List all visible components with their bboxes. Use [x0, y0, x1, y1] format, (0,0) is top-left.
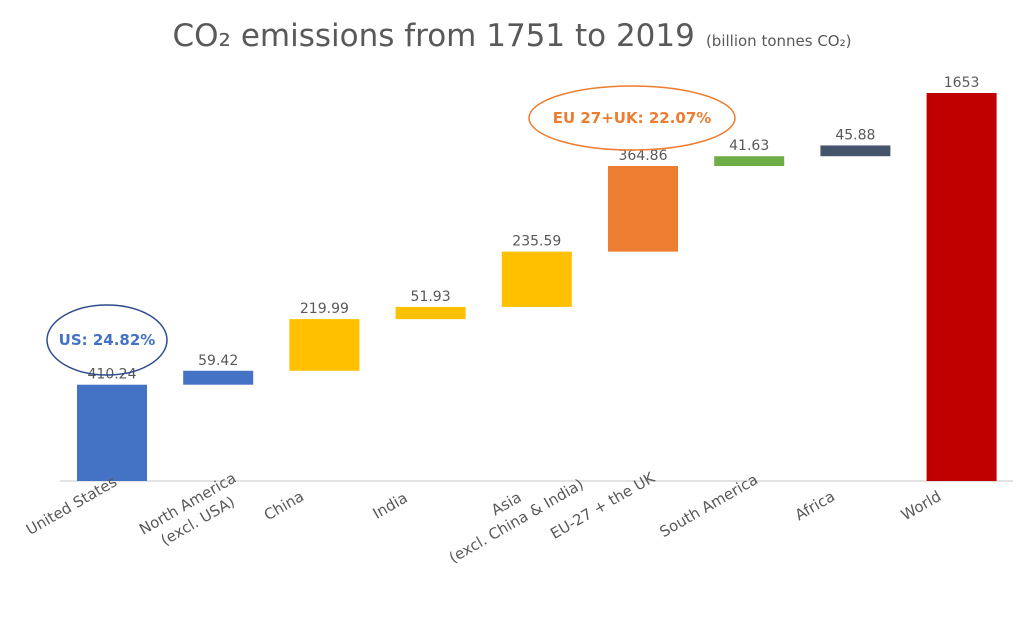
bar: [926, 93, 997, 481]
data-label: 45.88: [835, 127, 875, 143]
category-label: United States: [23, 472, 120, 538]
bar: [289, 319, 360, 371]
data-label: 235.59: [512, 234, 561, 250]
annotation-ellipse: [46, 304, 168, 376]
category-label-line: United States: [23, 472, 120, 538]
category-label: China: [261, 487, 307, 524]
annotation-text: EU 27+UK: 22.07%: [553, 109, 712, 127]
data-label: 59.42: [198, 353, 238, 369]
bar: [183, 370, 254, 385]
annotation-ellipse: [528, 85, 736, 151]
bar: [820, 145, 891, 157]
data-label: 1653: [944, 75, 980, 91]
bar: [77, 384, 147, 481]
category-label-line: China: [261, 487, 307, 524]
bar: [395, 306, 466, 320]
data-label: 41.63: [729, 138, 769, 154]
category-label: North America(excl. USA): [136, 469, 249, 556]
category-label-line: EU-27 + the UK: [547, 468, 659, 543]
category-label: World: [898, 487, 944, 524]
bar: [714, 156, 785, 166]
category-label: EU-27 + the UK: [547, 468, 659, 543]
data-label: 364.86: [619, 148, 668, 164]
category-label-line: India: [370, 489, 411, 523]
bar: [501, 251, 572, 307]
category-label-line: Africa: [792, 487, 838, 524]
category-label: India: [370, 489, 411, 523]
chart-title: CO₂ emissions from 1751 to 2019 (billion…: [173, 18, 852, 54]
category-label: Africa: [792, 487, 838, 524]
data-label: 51.93: [411, 289, 451, 305]
category-label: Asia(excl. China & India): [436, 458, 587, 567]
annotation-text: US: 24.82%: [59, 331, 156, 349]
bar: [608, 165, 678, 252]
title-text: CO₂ emissions from 1751 to 2019: [173, 18, 695, 54]
data-label: 219.99: [300, 301, 349, 317]
subtitle-text: (billion tonnes CO₂): [706, 32, 852, 50]
category-label-line: World: [898, 487, 944, 524]
